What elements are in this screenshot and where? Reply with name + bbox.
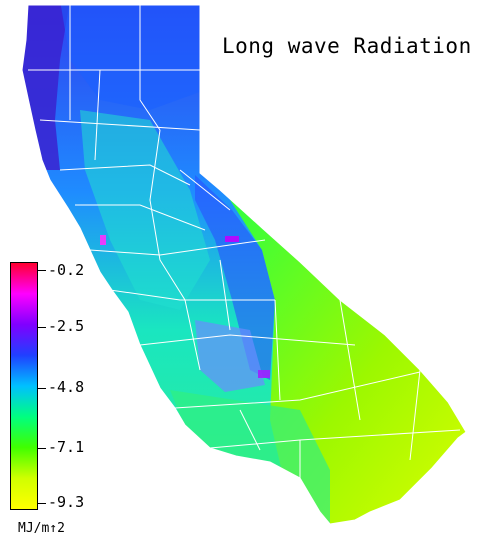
legend-tick [38,270,46,271]
legend-tick-label: -4.8 [48,378,85,396]
legend-colorbar [10,262,38,510]
legend-tick [38,388,46,389]
legend-tick-label: -7.1 [48,438,85,456]
legend-tick-label: -9.3 [48,493,85,511]
legend-tick [38,448,46,449]
county-borders [21,4,467,525]
legend-tick [38,503,46,504]
legend-unit: MJ/m↑2 [18,521,65,536]
legend-tick-label: -0.2 [48,261,85,279]
legend-tick [38,327,46,328]
map-title: Long wave Radiation [222,34,472,58]
legend-tick-label: -2.5 [48,317,85,335]
